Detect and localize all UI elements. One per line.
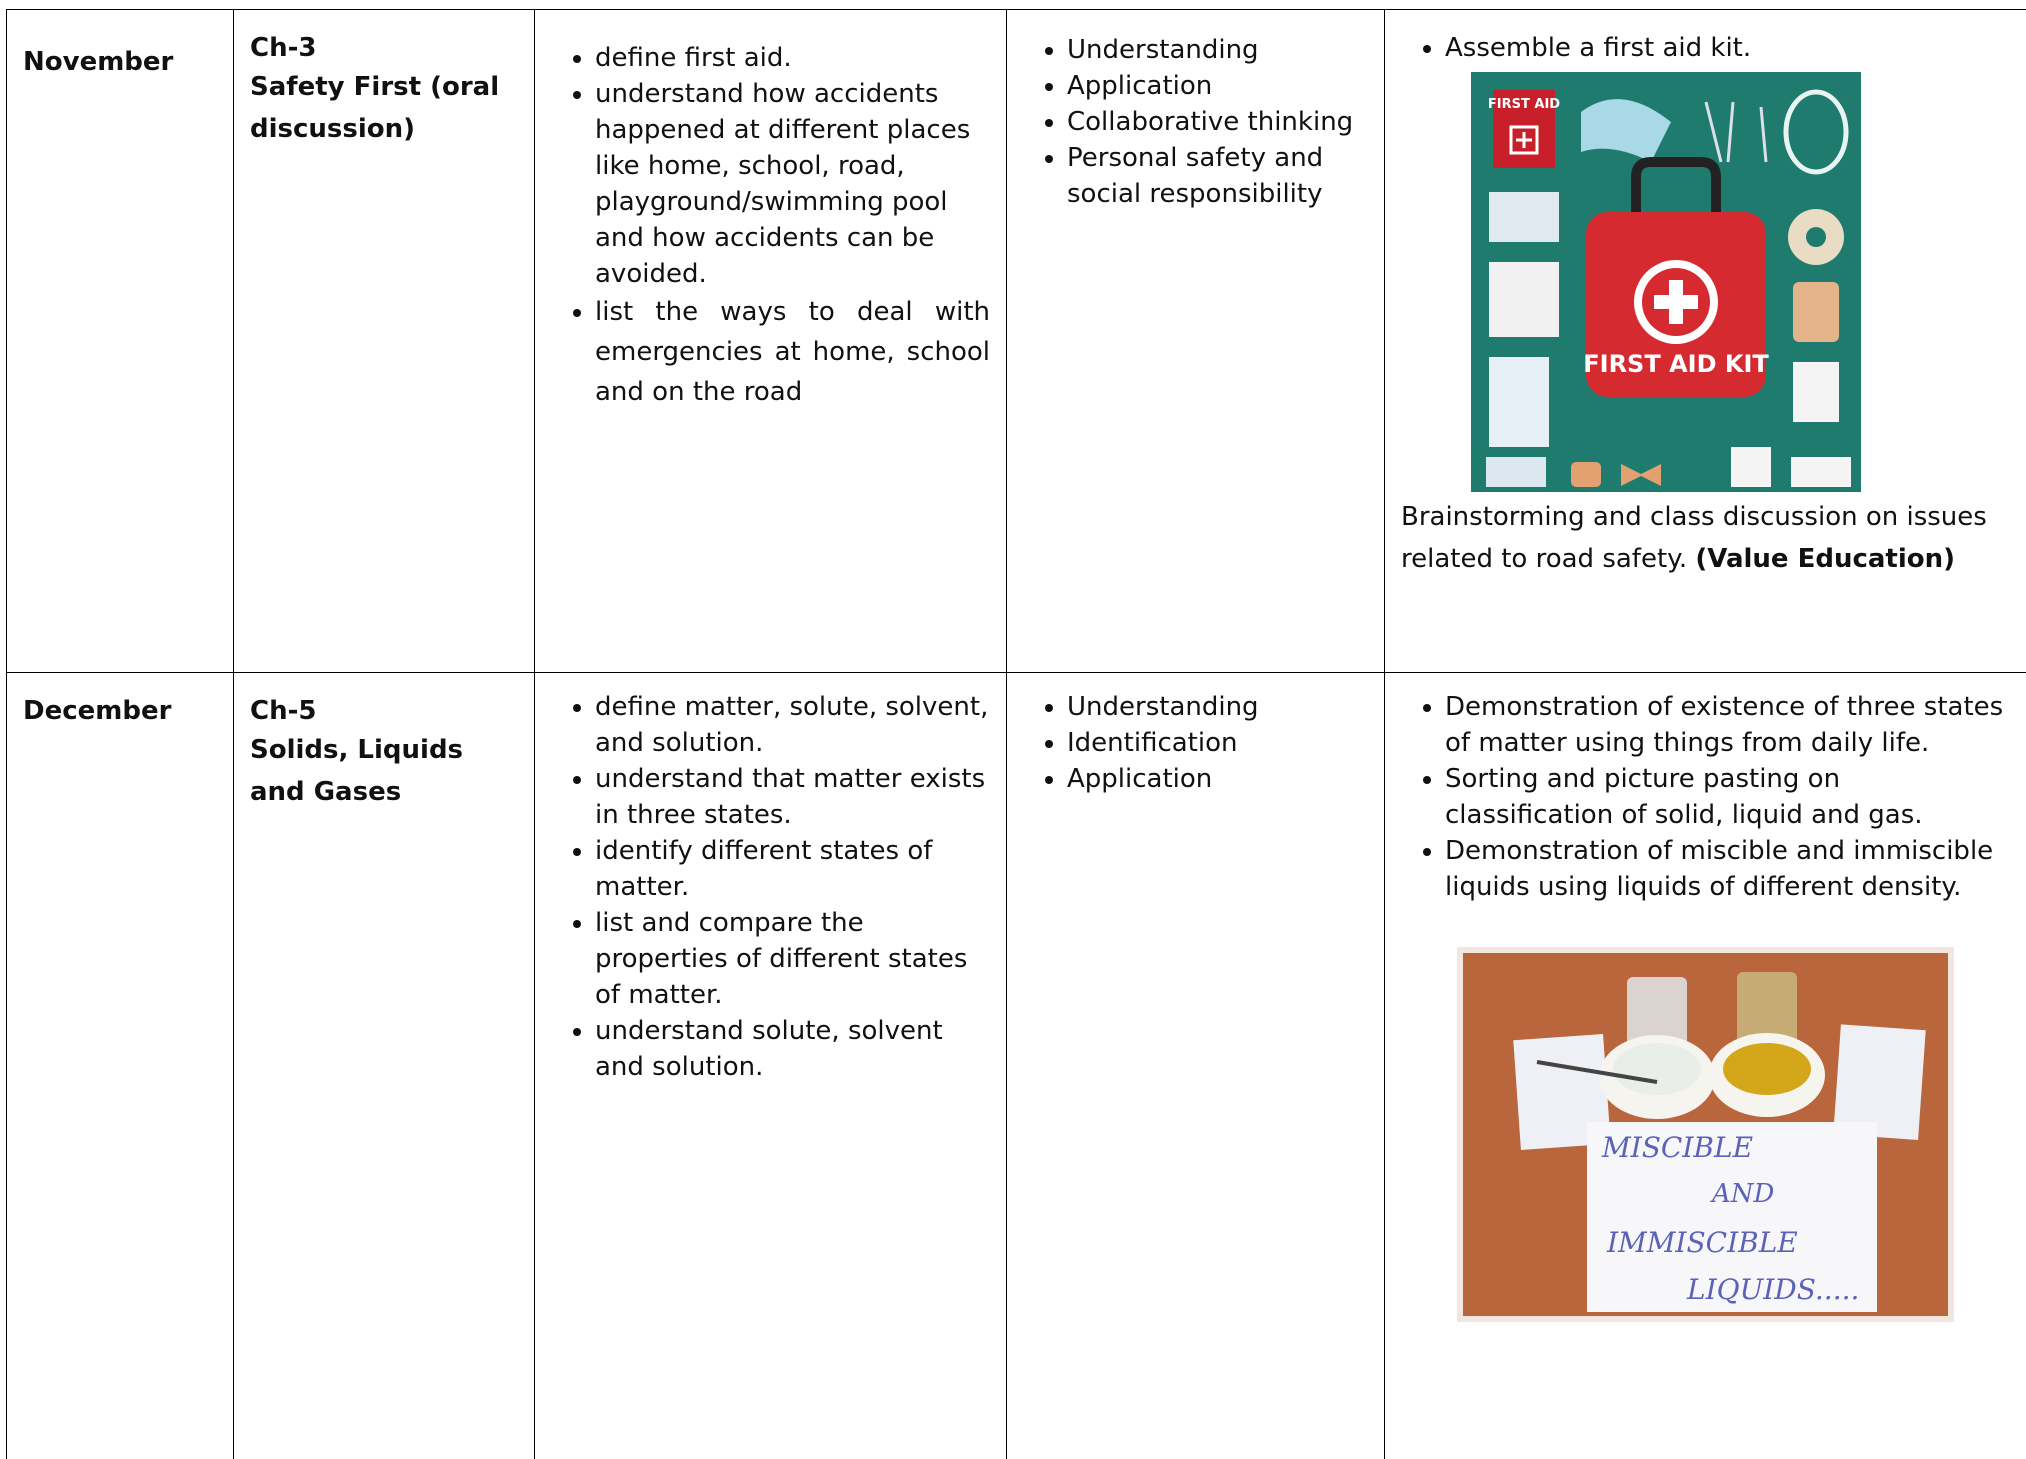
activity: Assemble a first aid kit. bbox=[1445, 30, 2010, 66]
activity: Sorting and picture pasting on classific… bbox=[1445, 761, 2010, 833]
objectives-list: define matter, solute, solvent, and solu… bbox=[551, 689, 990, 1085]
objective: identify different states of matter. bbox=[595, 833, 990, 905]
activity: Demonstration of miscible and immiscible… bbox=[1445, 833, 2010, 905]
objective: understand how accidents happened at dif… bbox=[595, 76, 990, 292]
image-text: MISCIBLE bbox=[1601, 1131, 1753, 1164]
skill: Personal safety and social responsibilit… bbox=[1067, 140, 1368, 212]
page: November Ch-3 Safety First (oral discuss… bbox=[0, 0, 2026, 1424]
objective: understand solute, solvent and solution. bbox=[595, 1013, 990, 1085]
activities-list: Assemble a first aid kit. bbox=[1401, 30, 2010, 66]
objectives-cell: define first aid. understand how acciden… bbox=[535, 10, 1007, 673]
objective: list the ways to deal with emergencies a… bbox=[595, 292, 990, 412]
image-text: LIQUIDS..... bbox=[1686, 1273, 1859, 1306]
objectives-cell: define matter, solute, solvent, and solu… bbox=[535, 673, 1007, 1459]
skill: Collaborative thinking bbox=[1067, 104, 1368, 140]
month-cell: November bbox=[7, 10, 234, 673]
note: Brainstorming and class discussion on is… bbox=[1401, 496, 2010, 580]
activity: Demonstration of existence of three stat… bbox=[1445, 689, 2010, 761]
image-text: AND bbox=[1710, 1179, 1775, 1209]
chapter: Ch-5 bbox=[250, 693, 518, 729]
activities-cell: Assemble a first aid kit. FIRST AID bbox=[1385, 10, 2026, 673]
objective: list and compare the properties of diffe… bbox=[595, 905, 990, 1013]
first-aid-kit-image: FIRST AID FIRST AID KIT bbox=[1471, 72, 1861, 492]
objective: define first aid. bbox=[595, 40, 990, 76]
skill: Application bbox=[1067, 761, 1368, 797]
skills-list: Understanding Identification Application bbox=[1023, 689, 1368, 797]
month: December bbox=[23, 696, 171, 726]
table-row: November Ch-3 Safety First (oral discuss… bbox=[7, 10, 2026, 673]
month: November bbox=[23, 47, 173, 77]
skills-list: Understanding Application Collaborative … bbox=[1023, 32, 1368, 212]
image-text: FIRST AID KIT bbox=[1583, 350, 1769, 378]
skill: Understanding bbox=[1067, 689, 1368, 725]
curriculum-table: November Ch-3 Safety First (oral discuss… bbox=[6, 9, 2026, 1459]
activities-cell: Demonstration of existence of three stat… bbox=[1385, 673, 2026, 1459]
skills-cell: Understanding Identification Application bbox=[1007, 673, 1385, 1459]
miscible-liquids-image: MISCIBLE AND IMMISCIBLE LIQUIDS..... bbox=[1457, 947, 1954, 1322]
skill: Understanding bbox=[1067, 32, 1368, 68]
chapter-cell: Ch-3 Safety First (oral discussion) bbox=[234, 10, 535, 673]
objective: understand that matter exists in three s… bbox=[595, 761, 990, 833]
skill: Application bbox=[1067, 68, 1368, 104]
objective: define matter, solute, solvent, and solu… bbox=[595, 689, 990, 761]
activities-list: Demonstration of existence of three stat… bbox=[1401, 689, 2010, 905]
objectives-list: define first aid. understand how acciden… bbox=[551, 40, 990, 412]
table-row: December Ch-5 Solids, Liquids and Gases … bbox=[7, 673, 2026, 1459]
chapter-cell: Ch-5 Solids, Liquids and Gases bbox=[234, 673, 535, 1459]
month-cell: December bbox=[7, 673, 234, 1459]
skills-cell: Understanding Application Collaborative … bbox=[1007, 10, 1385, 673]
image-text: IMMISCIBLE bbox=[1606, 1226, 1798, 1259]
skill: Identification bbox=[1067, 725, 1368, 761]
chapter: Ch-3 bbox=[250, 30, 518, 66]
note-bold: (Value Education) bbox=[1695, 544, 1955, 574]
chapter-title: Solids, Liquids and Gases bbox=[250, 729, 518, 813]
image-text: FIRST AID bbox=[1488, 97, 1560, 112]
chapter-title: Safety First (oral discussion) bbox=[250, 66, 518, 150]
